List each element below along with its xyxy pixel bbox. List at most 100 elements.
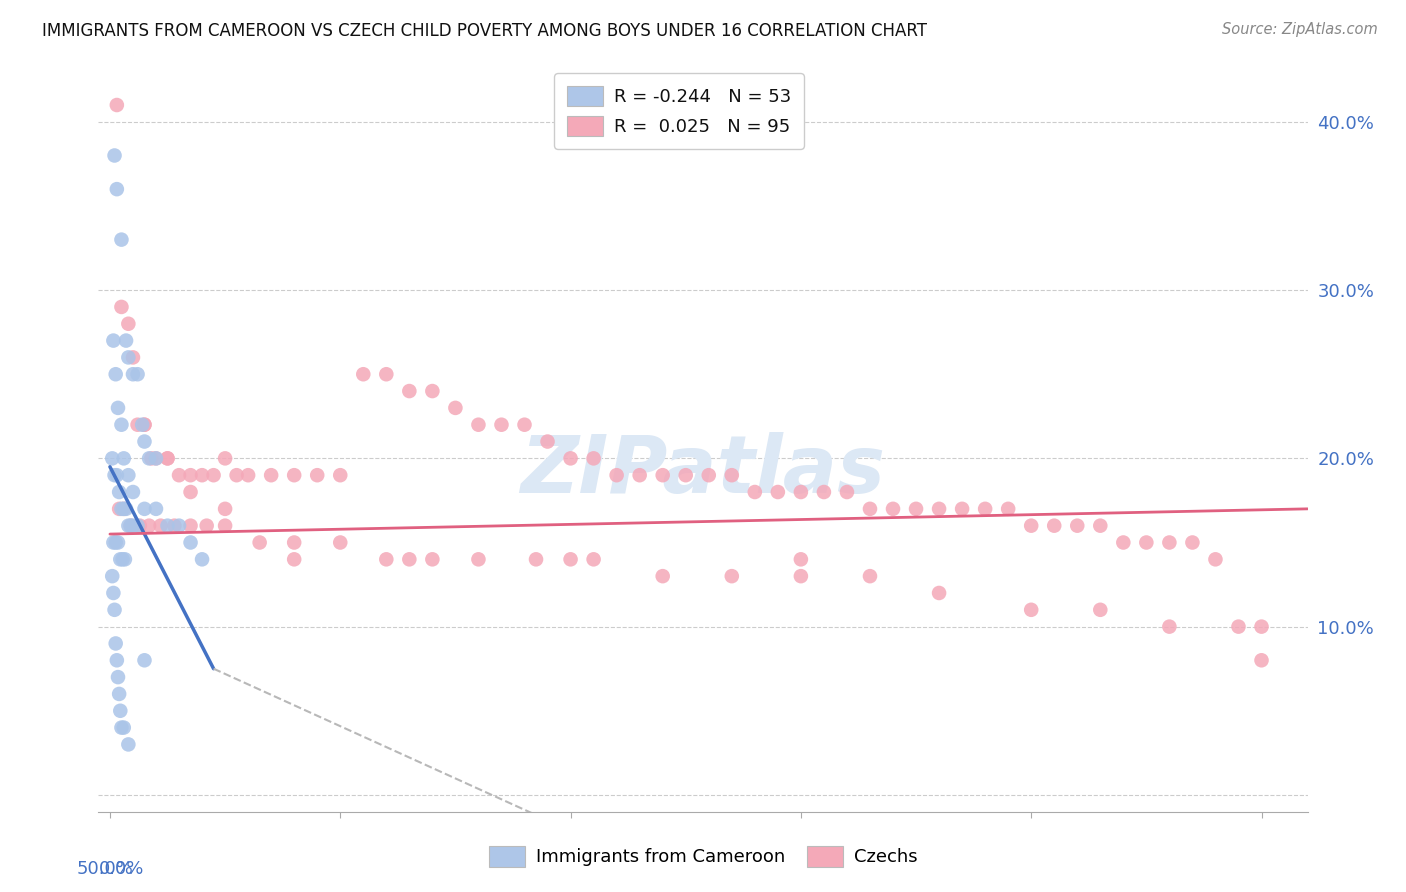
Point — [167, 518, 190, 533]
Point — [1019, 518, 1042, 533]
Legend: Immigrants from Cameroon, Czechs: Immigrants from Cameroon, Czechs — [482, 838, 924, 874]
Point — [112, 721, 135, 735]
Point — [107, 670, 129, 684]
Point — [790, 569, 813, 583]
Point — [110, 300, 132, 314]
Point — [1227, 619, 1250, 633]
Point — [882, 501, 904, 516]
Point — [110, 721, 132, 735]
Point — [628, 468, 651, 483]
Point — [105, 653, 128, 667]
Point — [444, 401, 467, 415]
Point — [1159, 535, 1181, 549]
Point — [974, 501, 997, 516]
Point — [766, 485, 789, 500]
Point — [115, 501, 138, 516]
Point — [134, 653, 156, 667]
Point — [260, 468, 283, 483]
Point — [108, 501, 131, 516]
Point — [283, 552, 305, 566]
Point — [905, 501, 928, 516]
Point — [120, 518, 142, 533]
Text: 50.0%: 50.0% — [76, 860, 134, 878]
Point — [104, 636, 127, 650]
Point — [115, 334, 138, 348]
Point — [131, 417, 153, 432]
Point — [110, 417, 132, 432]
Point — [103, 586, 125, 600]
Point — [195, 518, 218, 533]
Point — [103, 334, 125, 348]
Point — [191, 552, 214, 566]
Point — [214, 518, 236, 533]
Point — [103, 148, 125, 162]
Point — [859, 569, 882, 583]
Point — [491, 417, 513, 432]
Point — [105, 182, 128, 196]
Point — [127, 417, 149, 432]
Point — [1019, 603, 1042, 617]
Point — [110, 704, 132, 718]
Point — [122, 518, 145, 533]
Point — [180, 535, 202, 549]
Point — [582, 451, 605, 466]
Point — [141, 451, 163, 466]
Point — [352, 368, 374, 382]
Point — [180, 518, 202, 533]
Point — [128, 518, 150, 533]
Point — [117, 351, 139, 365]
Point — [214, 451, 236, 466]
Point — [117, 468, 139, 483]
Point — [156, 518, 179, 533]
Point — [790, 552, 813, 566]
Point — [606, 468, 628, 483]
Point — [167, 468, 190, 483]
Point — [582, 552, 605, 566]
Point — [1043, 518, 1066, 533]
Point — [950, 501, 973, 516]
Point — [214, 501, 236, 516]
Point — [1112, 535, 1135, 549]
Text: 0.0%: 0.0% — [98, 860, 143, 878]
Point — [928, 501, 950, 516]
Point — [1250, 619, 1272, 633]
Point — [307, 468, 329, 483]
Point — [105, 468, 128, 483]
Point — [110, 552, 132, 566]
Legend: R = -0.244   N = 53, R =  0.025   N = 95: R = -0.244 N = 53, R = 0.025 N = 95 — [554, 73, 804, 149]
Y-axis label: Child Poverty Among Boys Under 16: Child Poverty Among Boys Under 16 — [0, 291, 8, 592]
Point — [536, 434, 558, 449]
Point — [127, 368, 149, 382]
Point — [145, 451, 167, 466]
Point — [329, 468, 352, 483]
Point — [859, 501, 882, 516]
Point — [422, 552, 444, 566]
Point — [122, 368, 145, 382]
Point — [120, 518, 142, 533]
Point — [675, 468, 697, 483]
Point — [835, 485, 858, 500]
Point — [524, 552, 547, 566]
Point — [117, 738, 139, 752]
Point — [145, 501, 167, 516]
Point — [180, 468, 202, 483]
Point — [651, 468, 673, 483]
Point — [117, 317, 139, 331]
Point — [997, 501, 1019, 516]
Text: IMMIGRANTS FROM CAMEROON VS CZECH CHILD POVERTY AMONG BOYS UNDER 16 CORRELATION : IMMIGRANTS FROM CAMEROON VS CZECH CHILD … — [42, 22, 927, 40]
Point — [1135, 535, 1157, 549]
Point — [149, 518, 172, 533]
Point — [103, 535, 125, 549]
Point — [651, 569, 673, 583]
Point — [104, 368, 127, 382]
Point — [697, 468, 720, 483]
Point — [1159, 619, 1181, 633]
Point — [156, 451, 179, 466]
Point — [103, 468, 125, 483]
Point — [104, 535, 127, 549]
Point — [375, 552, 398, 566]
Point — [134, 434, 156, 449]
Point — [101, 569, 124, 583]
Point — [122, 485, 145, 500]
Point — [467, 552, 489, 566]
